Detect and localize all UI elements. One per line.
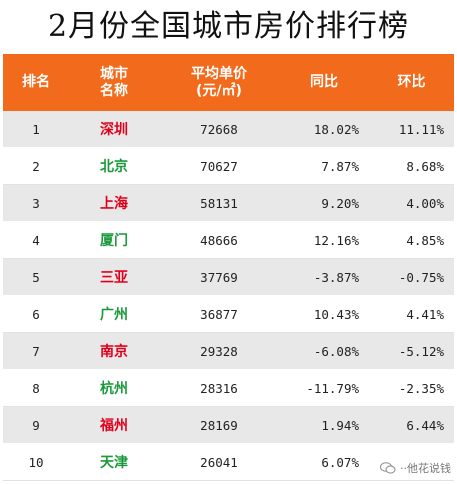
rank-cell: 9	[32, 417, 40, 433]
price-cell: 28316	[200, 380, 238, 396]
rank-cell: 2	[32, 158, 40, 174]
price-cell: 70627	[200, 158, 238, 174]
table-row: 6 广州 36877 10.43% 4.41%	[3, 296, 454, 333]
mom-cell: 4.85%	[406, 232, 444, 248]
price-cell: 72668	[200, 121, 238, 137]
table-row: 4 厦门 48666 12.16% 4.85%	[3, 222, 454, 259]
yoy-cell: 18.02%	[313, 121, 359, 137]
yoy-cell: 6.07%	[321, 454, 359, 470]
city-cell: 天津	[100, 455, 128, 471]
mom-cell: 8.68%	[406, 158, 444, 174]
yoy-cell: 7.87%	[321, 158, 359, 174]
rank-cell: 4	[32, 232, 40, 248]
mom-cell: 4.00%	[406, 195, 444, 211]
yoy-cell: -3.87%	[313, 269, 359, 285]
header-yoy: 同比	[310, 74, 338, 90]
yoy-cell: -6.08%	[313, 343, 359, 359]
city-cell: 北京	[100, 159, 128, 175]
yoy-cell: 1.94%	[321, 417, 359, 433]
table-row: 8 杭州 28316 -11.79% -2.35%	[3, 370, 454, 407]
mom-cell: 4.41%	[406, 306, 444, 322]
price-cell: 29328	[200, 343, 238, 359]
price-cell: 58131	[200, 195, 238, 211]
rank-cell: 1	[32, 121, 40, 137]
city-cell: 广州	[100, 307, 128, 323]
table-row: 7 南京 29328 -6.08% -5.12%	[3, 333, 454, 370]
header-city: 城市 名称	[100, 65, 128, 99]
mom-cell: -5.12%	[398, 343, 444, 359]
price-cell: 28169	[200, 417, 238, 433]
table-body: 1 深圳 72668 18.02% 11.11% 2 北京 70627 7.87% 8.68% 3 上…	[3, 111, 454, 481]
rank-cell: 6	[32, 306, 40, 322]
price-cell: 36877	[200, 306, 238, 322]
rank-cell: 7	[32, 343, 40, 359]
rank-cell: 3	[32, 195, 40, 211]
table-row: 3 上海 58131 9.20% 4.00%	[3, 185, 454, 222]
city-cell: 三亚	[100, 270, 128, 286]
price-cell: 37769	[200, 269, 238, 285]
rank-cell: 10	[28, 454, 44, 470]
price-cell: 48666	[200, 232, 238, 248]
ranking-table: 排名 城市 名称 平均单价 (元/㎡) 同比 环比 1 深圳 72668 18.02%…	[3, 54, 454, 481]
city-cell: 深圳	[100, 122, 128, 138]
city-cell: 南京	[100, 344, 128, 360]
yoy-cell: 12.16%	[313, 232, 359, 248]
city-cell: 厦门	[100, 233, 128, 249]
table-row: 1 深圳 72668 18.02% 11.11%	[3, 111, 454, 148]
header-rank: 排名	[22, 74, 50, 90]
yoy-cell: -11.79%	[306, 380, 359, 396]
rank-cell: 8	[32, 380, 40, 396]
table-row: 10 天津 26041 6.07%	[3, 444, 454, 481]
header-mom: 环比	[397, 74, 426, 90]
mom-cell: 11.11%	[398, 121, 444, 137]
city-cell: 福州	[100, 418, 128, 434]
table-row: 2 北京 70627 7.87% 8.68%	[3, 148, 454, 185]
rank-cell: 5	[32, 269, 40, 285]
wechat-icon	[380, 462, 396, 474]
mom-cell: -2.35%	[398, 380, 444, 396]
city-cell: 上海	[100, 196, 128, 212]
table-row: 5 三亚 37769 -3.87% -0.75%	[3, 259, 454, 296]
mom-cell: 6.44%	[406, 417, 444, 433]
yoy-cell: 9.20%	[321, 195, 359, 211]
city-cell: 杭州	[100, 381, 128, 397]
watermark-text: ··他花说钱	[400, 462, 451, 475]
watermark: ··他花说钱	[380, 460, 451, 476]
table-row: 9 福州 28169 1.94% 6.44%	[3, 407, 454, 444]
price-cell: 26041	[200, 454, 238, 470]
yoy-cell: 10.43%	[313, 306, 359, 322]
page-title: 2月份全国城市房价排行榜	[47, 9, 410, 44]
mom-cell: -0.75%	[398, 269, 444, 285]
table-header: 排名 城市 名称 平均单价 (元/㎡) 同比 环比	[3, 54, 454, 111]
header-price: 平均单价 (元/㎡)	[191, 65, 247, 99]
